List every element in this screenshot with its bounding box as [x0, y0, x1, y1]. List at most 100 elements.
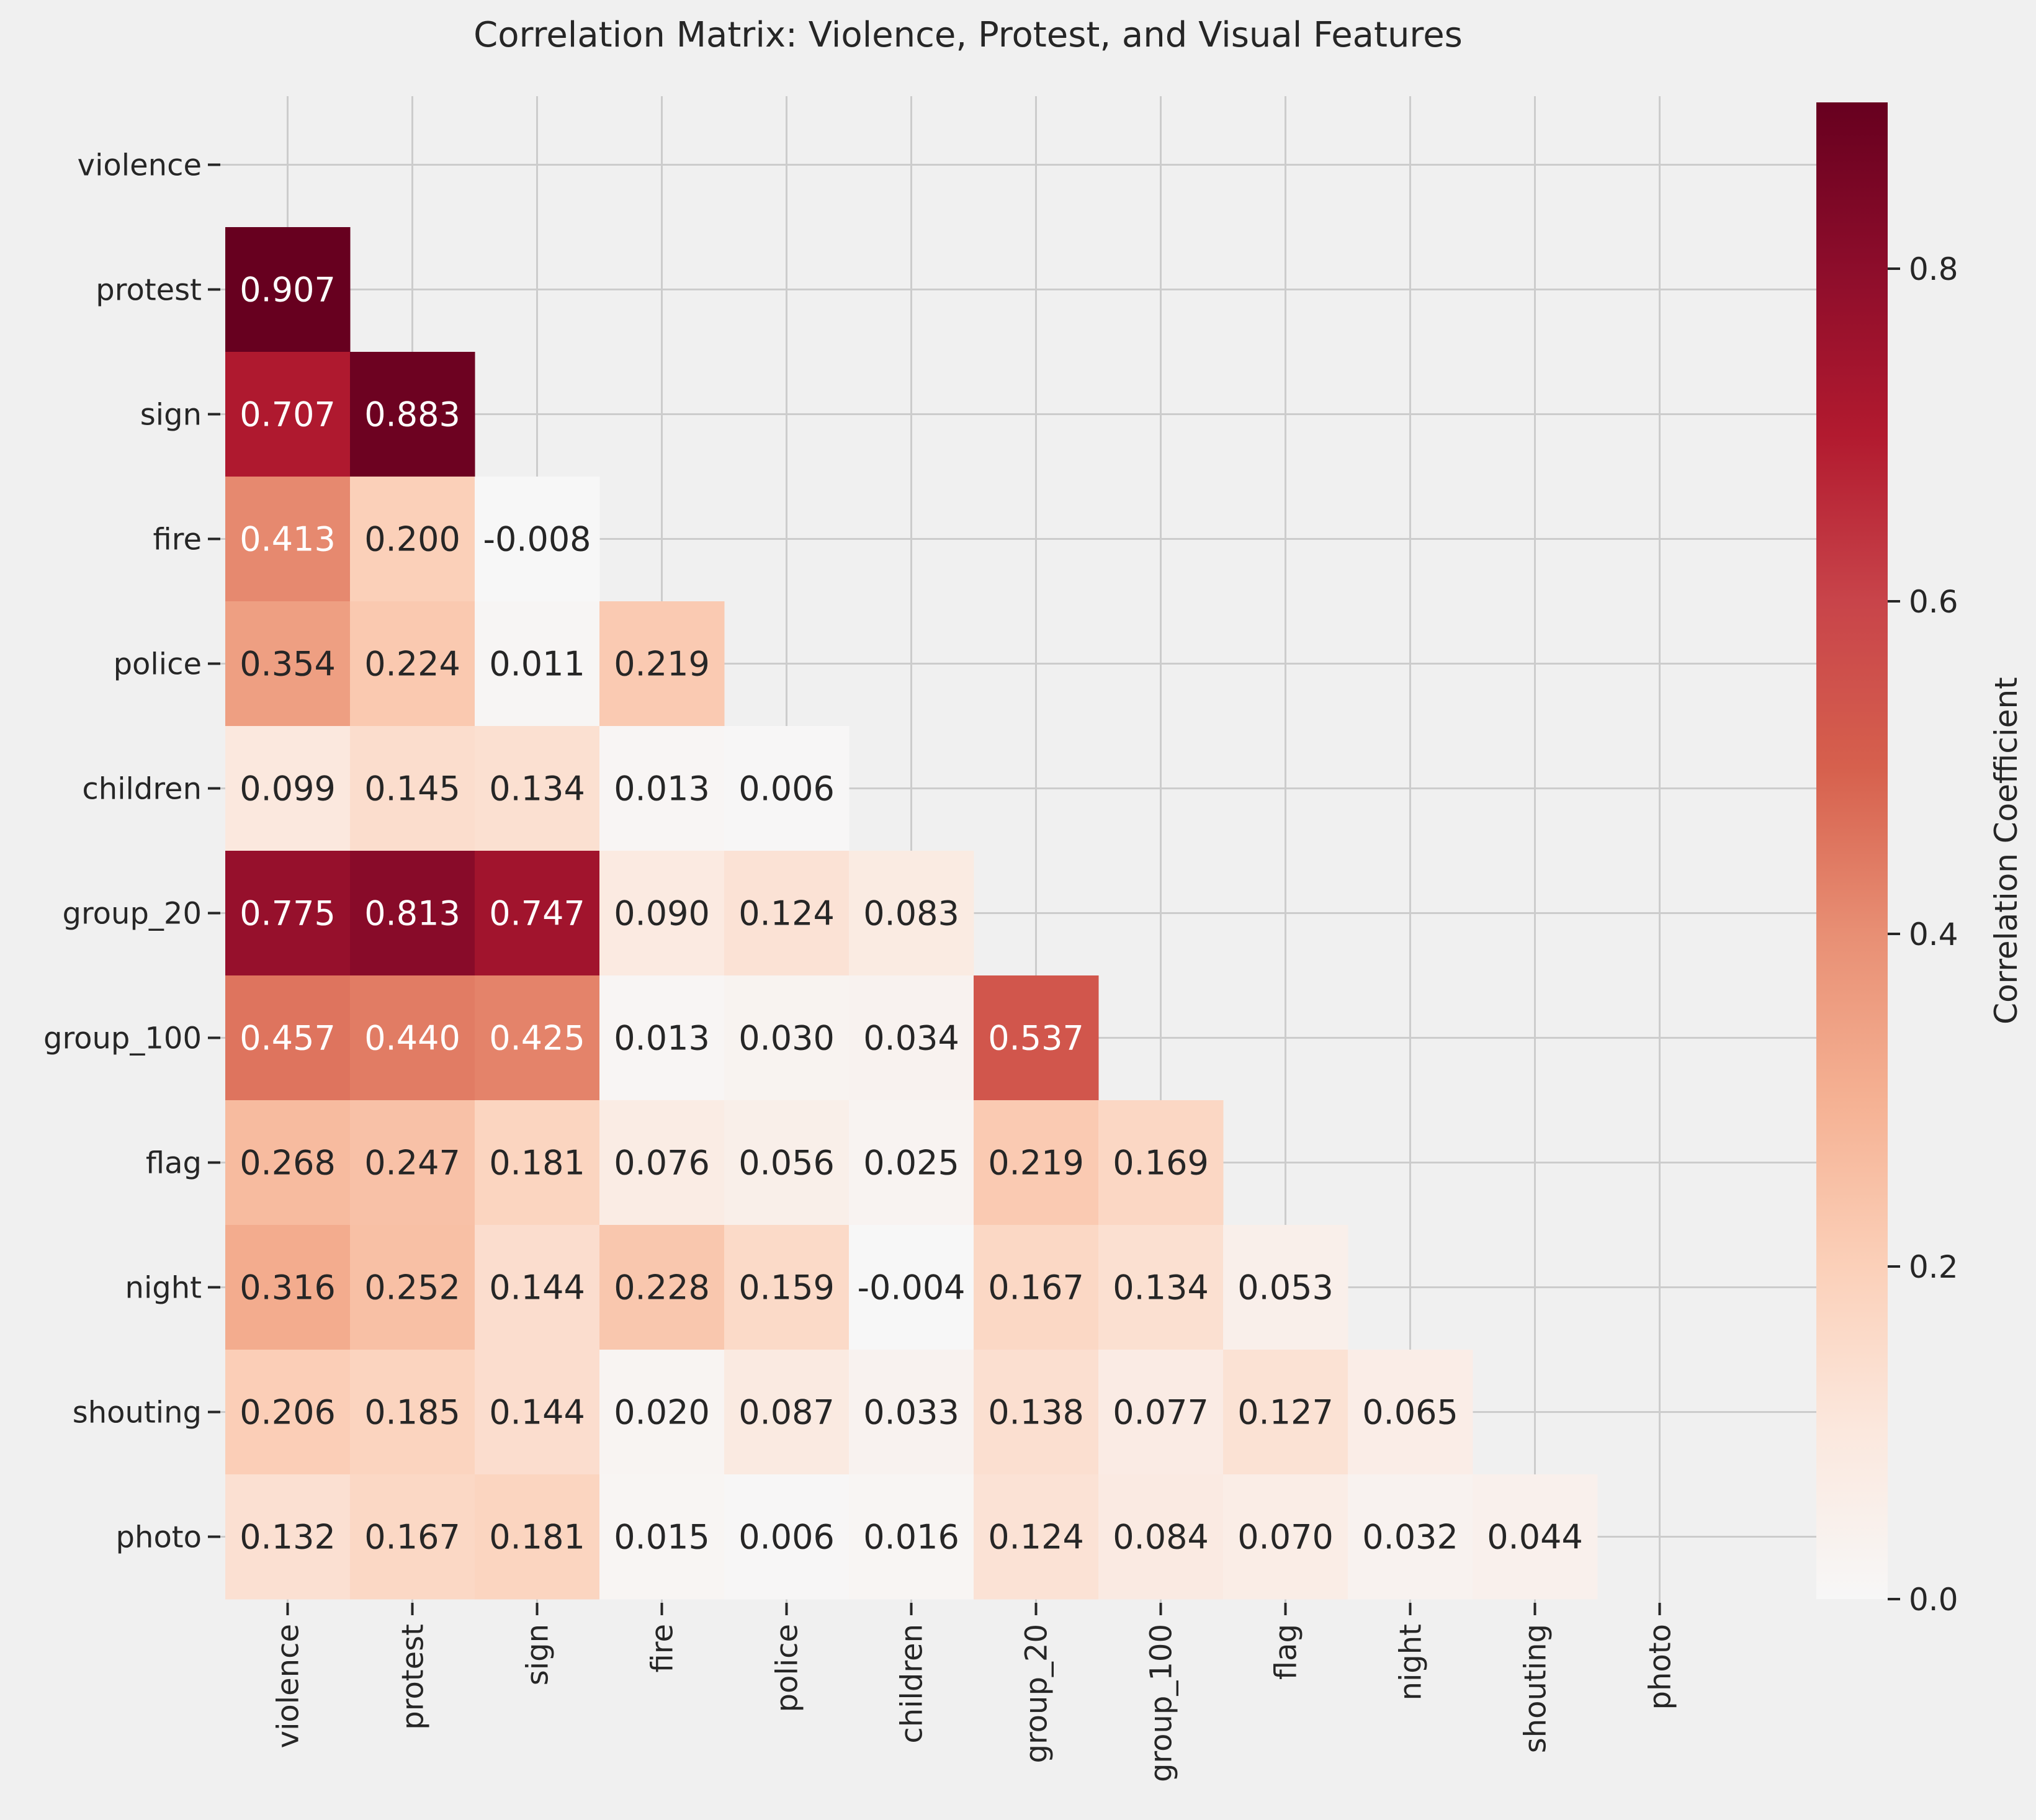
cell-value-label: 0.053: [1237, 1268, 1334, 1307]
heatmap-cell: [475, 1100, 600, 1226]
cell-value-labels: 0.907 0.707 0.883 0.413 0.200 -0.008 0.354 0.22…: [240, 271, 1583, 1557]
heatmap-cell: [1098, 1225, 1224, 1350]
heatmap-cell: [599, 975, 725, 1101]
heatmap-cell: [350, 851, 475, 976]
x-tick-label: shouting: [1518, 1624, 1553, 1753]
colorbar-label: Correlation Coefficient: [1988, 677, 2024, 1024]
cell-value-label: 0.032: [1362, 1518, 1458, 1557]
heatmap-cell: [225, 1225, 351, 1350]
heatmap-cell: [475, 1225, 600, 1350]
cell-value-label: 0.132: [240, 1518, 336, 1557]
heatmap-cell: [1098, 1100, 1224, 1226]
heatmap-cells: [225, 227, 1598, 1600]
y-tick-label: shouting: [73, 1396, 202, 1430]
cell-value-label: 0.537: [988, 1019, 1084, 1058]
heatmap-cell: [1223, 1225, 1348, 1350]
cell-value-label: 0.228: [614, 1268, 710, 1307]
x-tick-label: photo: [1643, 1624, 1678, 1710]
cell-value-label: 0.181: [489, 1518, 585, 1557]
colorbar-tick-label: 0.2: [1909, 1249, 1958, 1285]
cell-value-label: 0.144: [489, 1268, 585, 1307]
cell-value-label: 0.813: [364, 894, 460, 933]
heatmap-cell: [1098, 1350, 1224, 1475]
cell-value-label: 0.144: [489, 1393, 585, 1432]
heatmap-cell: [1223, 1350, 1348, 1475]
colorbar-ticks: 0.0 0.2 0.4 0.6 0.8: [1888, 251, 1958, 1618]
heatmap-cell: [475, 975, 600, 1101]
colorbar-tick-label: 0.0: [1909, 1582, 1958, 1618]
cell-value-label: 0.707: [240, 395, 336, 434]
cell-value-label: 0.457: [240, 1019, 336, 1058]
cell-value-label: 0.124: [738, 894, 835, 933]
heatmap-cell: [724, 1350, 850, 1475]
y-tick-label: group_20: [63, 897, 202, 931]
heatmap-cell: [599, 726, 725, 851]
cell-value-label: 0.030: [738, 1019, 835, 1058]
y-tick-label: children: [82, 772, 202, 807]
x-tick-label: group_100: [1144, 1624, 1179, 1782]
x-tick-label: group_20: [1020, 1624, 1054, 1763]
x-tick-label: violence: [271, 1624, 306, 1748]
cell-value-label: 0.077: [1113, 1393, 1209, 1432]
heatmap-cell: [225, 1474, 351, 1600]
y-tick-label: group_100: [43, 1021, 202, 1056]
y-axis-tick-labels: violence protest sign fire police children gro…: [43, 148, 220, 1555]
cell-value-label: 0.316: [240, 1268, 336, 1307]
heatmap-cell: [724, 1225, 850, 1350]
heatmap-cell: [225, 975, 351, 1101]
cell-value-label: 0.033: [863, 1393, 959, 1432]
cell-value-label: 0.440: [364, 1019, 460, 1058]
heatmap-cell: [225, 1100, 351, 1226]
heatmap-cell: [1098, 1474, 1224, 1600]
chart-title: Correlation Matrix: Violence, Protest, a…: [473, 15, 1463, 55]
heatmap-cell: [599, 851, 725, 976]
cell-value-label: 0.145: [364, 769, 460, 809]
cell-value-label: 0.127: [1237, 1393, 1334, 1432]
heatmap-cell: [350, 975, 475, 1101]
y-tick-label: protest: [96, 273, 202, 308]
heatmap-cell: [350, 352, 475, 477]
x-tick-label: children: [895, 1624, 930, 1744]
cell-value-label: 0.076: [614, 1144, 710, 1183]
heatmap-cell: [1223, 1474, 1348, 1600]
cell-value-label: 0.413: [240, 520, 336, 559]
cell-value-label: 0.015: [614, 1518, 710, 1557]
x-tick-label: fire: [645, 1624, 680, 1672]
heatmap-cell: [350, 477, 475, 602]
heatmap-cell: [225, 601, 351, 727]
y-tick-label: flag: [146, 1146, 202, 1181]
heatmap-cell: [974, 975, 1099, 1101]
heatmap-cell: [849, 851, 974, 976]
cell-value-label: 0.099: [240, 769, 336, 809]
cell-value-label: 0.907: [240, 271, 336, 310]
cell-value-label: 0.206: [240, 1393, 336, 1432]
cell-value-label: 0.044: [1487, 1518, 1583, 1557]
colorbar-tick-label: 0.6: [1909, 584, 1958, 620]
cell-value-label: 0.252: [364, 1268, 460, 1307]
heatmap-cell: [350, 1100, 475, 1226]
heatmap-cell: [1348, 1350, 1473, 1475]
heatmap-cell: [974, 1225, 1099, 1350]
heatmap-cell: [350, 1474, 475, 1600]
heatmap-cell: [475, 1350, 600, 1475]
heatmap-cell: [974, 1100, 1099, 1226]
cell-value-label: 0.124: [988, 1518, 1084, 1557]
heatmap-cell: [350, 601, 475, 727]
heatmap-cell: [475, 726, 600, 851]
colorbar-gradient: [1816, 102, 1888, 1599]
heatmap-cell: [475, 601, 600, 727]
cell-value-label: 0.020: [614, 1393, 710, 1432]
x-tick-label: sign: [521, 1624, 555, 1685]
y-tick-label: sign: [140, 398, 202, 433]
cell-value-label: 0.134: [489, 769, 585, 809]
heatmap-cell: [1348, 1474, 1473, 1600]
heatmap-cell: [475, 477, 600, 602]
heatmap-cell: [849, 1474, 974, 1600]
heatmap-cell: [475, 1474, 600, 1600]
cell-value-label: 0.083: [863, 894, 959, 933]
heatmap-cell: [599, 1225, 725, 1350]
cell-value-label: -0.004: [857, 1268, 965, 1307]
heatmap-cell: [599, 601, 725, 727]
cell-value-label: 0.034: [863, 1019, 959, 1058]
